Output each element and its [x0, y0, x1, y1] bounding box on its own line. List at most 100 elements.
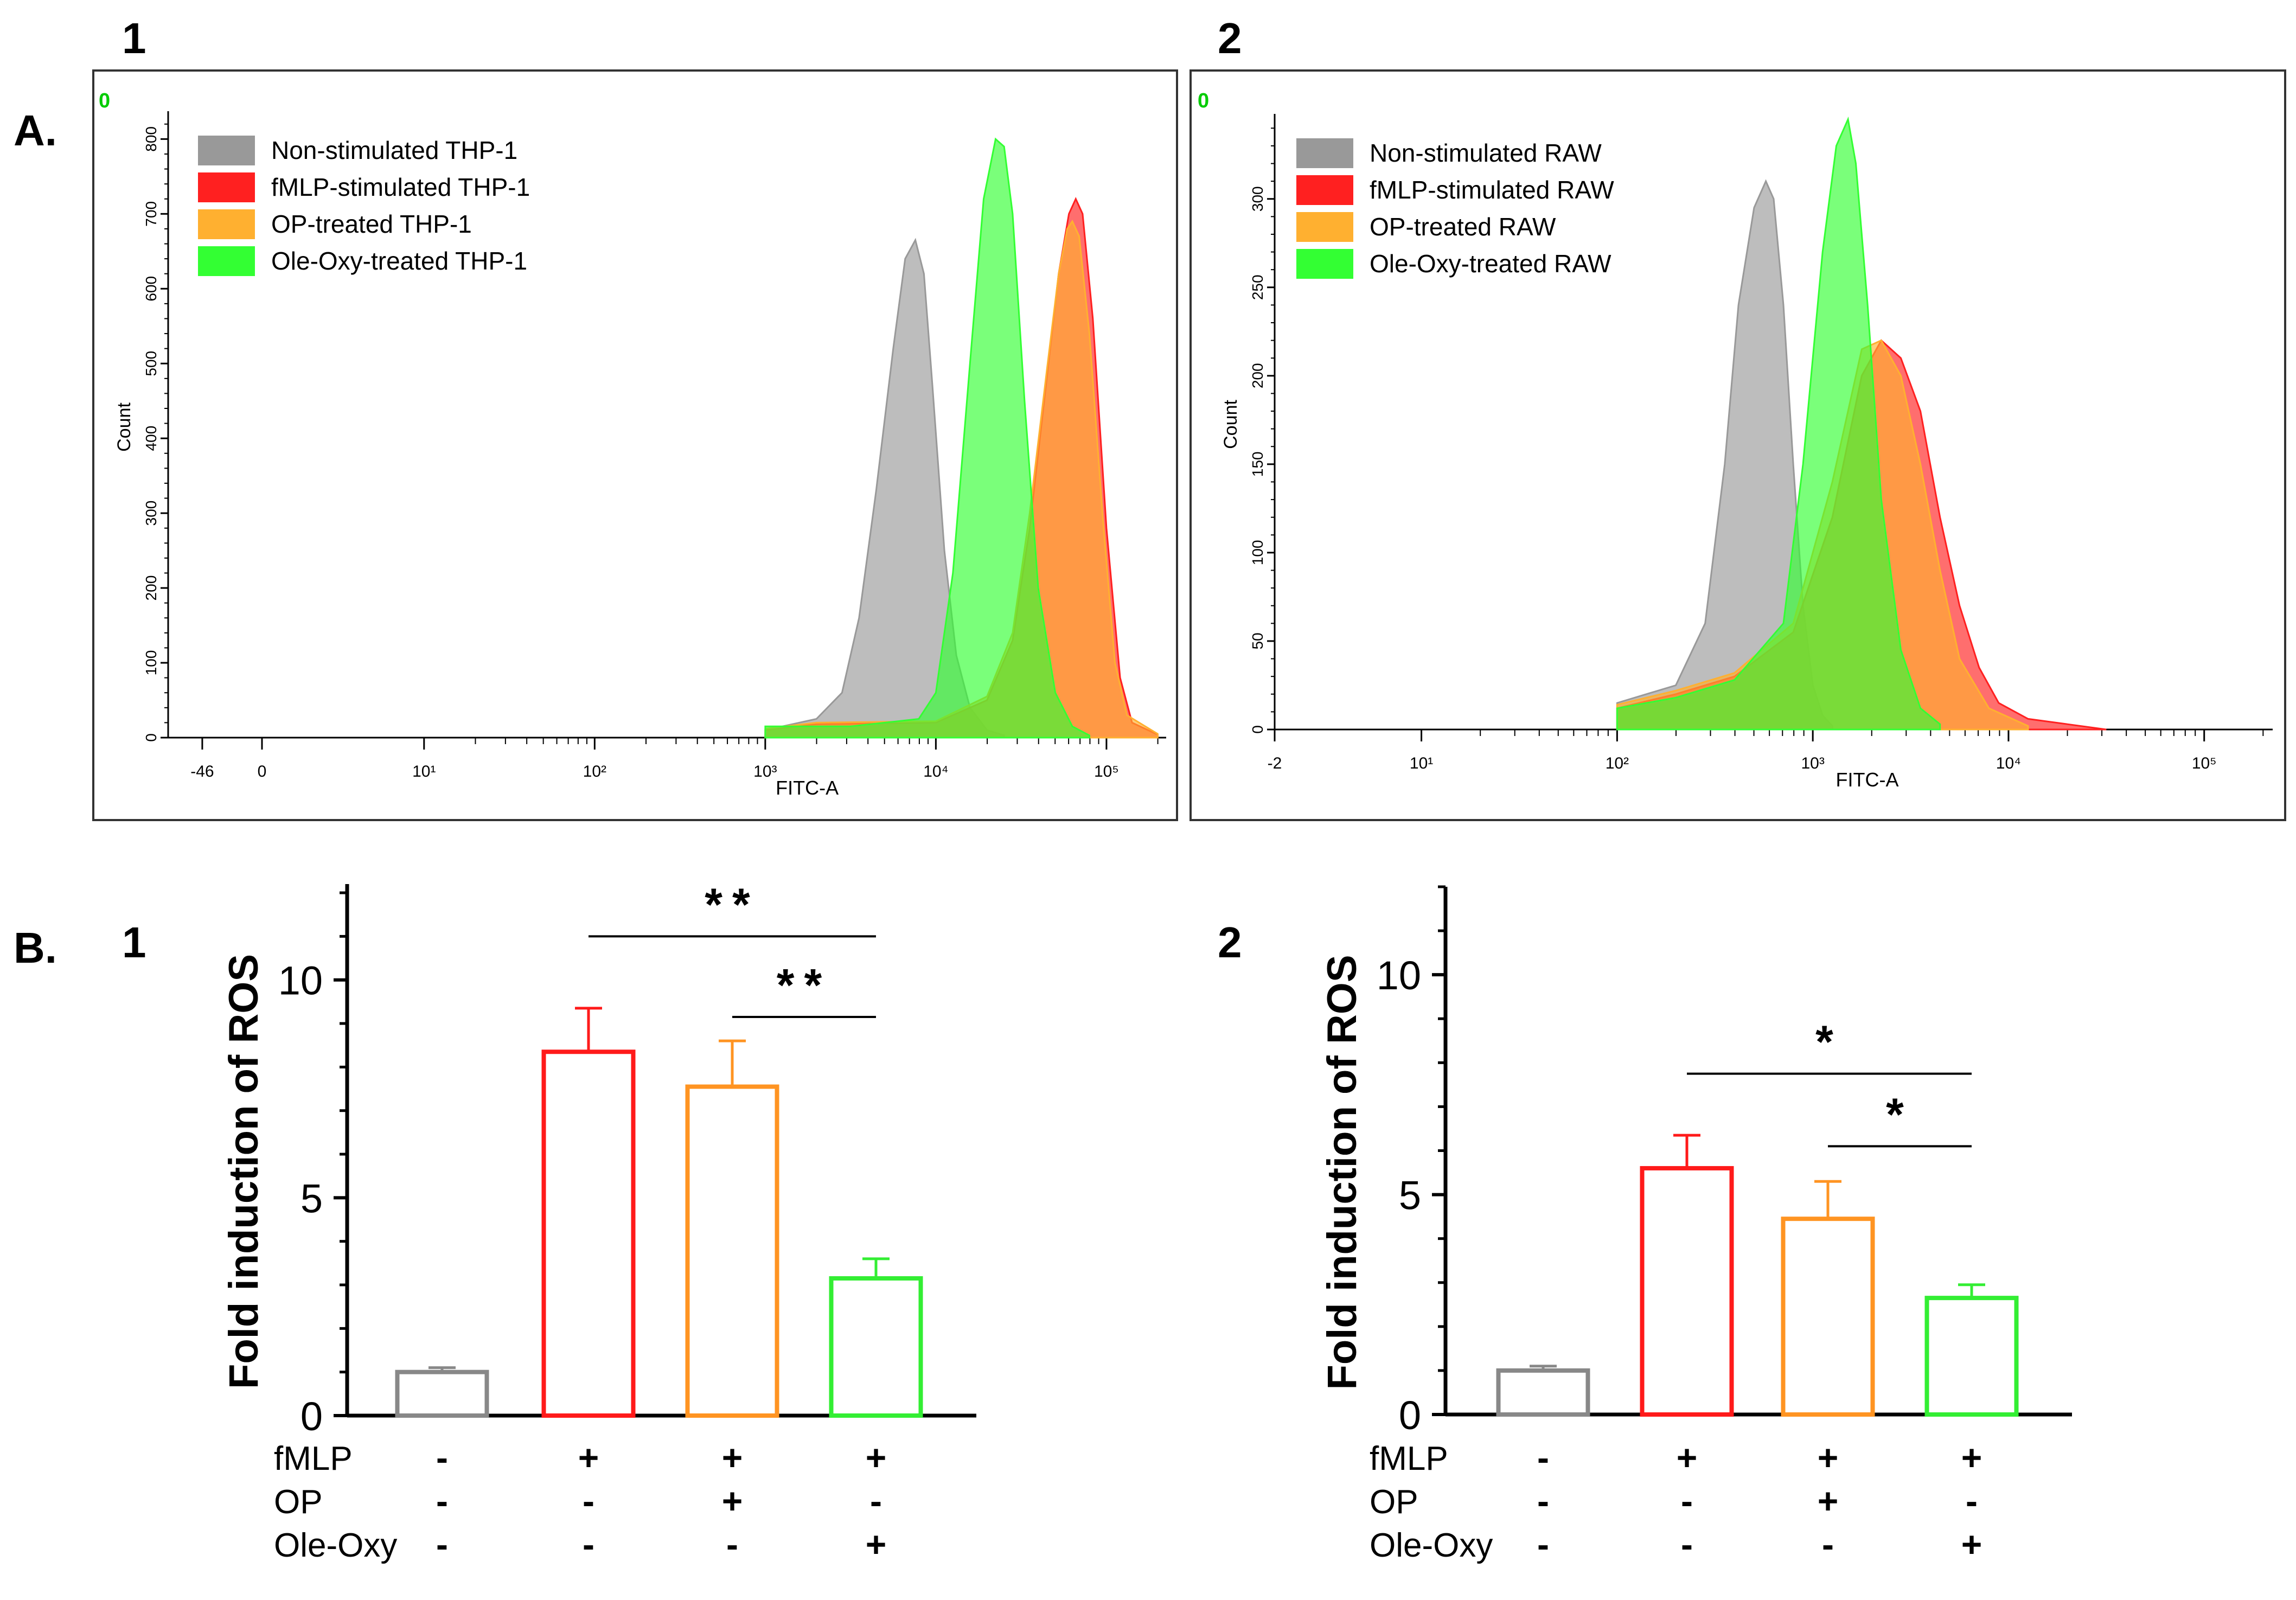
- legend-swatch-green: [1296, 249, 1353, 279]
- legend-swatch-gray: [1296, 138, 1353, 168]
- bar: [1781, 1217, 1875, 1417]
- treatment-sign: +: [1818, 1481, 1839, 1521]
- histogram-plot-1: 0 100 200 300 400 500 600 700 800 -46 0 10¹ 10² 10³ 10…: [114, 111, 1166, 799]
- histogram-area-green: [1616, 116, 1941, 731]
- bar: [395, 1369, 489, 1418]
- bar: [829, 1276, 923, 1418]
- treatment-row-label: Ole-Oxy: [274, 1527, 397, 1564]
- y-axis-label: Fold induction of ROS: [221, 954, 267, 1389]
- significance-label: *: [1815, 1016, 1843, 1067]
- significance-label: **: [777, 959, 832, 1010]
- x-tick-label: 10²: [1606, 754, 1629, 772]
- y-tick-label: 0: [143, 733, 159, 742]
- treatment-sign: -: [1966, 1481, 1978, 1521]
- treatment-sign: -: [1681, 1481, 1693, 1521]
- y-tick-label: 700: [143, 201, 159, 227]
- y-tick-label: 5: [300, 1176, 323, 1221]
- y-tick-label: 10: [278, 958, 323, 1003]
- treatment-sign: -: [436, 1524, 448, 1564]
- x-axis-label: FITC-A: [776, 777, 839, 799]
- y-tick-label: 250: [1249, 274, 1266, 300]
- legend-label: Ole-Oxy-treated RAW: [1370, 249, 1611, 278]
- legend-label: OP-treated THP-1: [271, 210, 472, 238]
- x-tick-label: 10⁴: [1996, 754, 2021, 772]
- treatment-sign: -: [436, 1437, 448, 1477]
- treatment-sign: -: [870, 1481, 882, 1521]
- panel-label-A: A.: [14, 106, 57, 155]
- x-tick-label: 10¹: [1410, 754, 1433, 772]
- subpanel-label-B1: 1: [122, 918, 146, 967]
- histogram-area-green: [764, 137, 1091, 739]
- y-tick-label: 500: [143, 351, 159, 376]
- significance-label: **: [705, 879, 759, 930]
- y-axis-label: Fold induction of ROS: [1319, 955, 1365, 1390]
- x-axis-label: FITC-A: [1836, 769, 1899, 791]
- y-axis-label: Count: [114, 402, 135, 452]
- y-tick-label: 10: [1377, 953, 1421, 998]
- x-tick-label: 10²: [583, 763, 606, 780]
- significance-label: *: [1886, 1089, 1914, 1140]
- y-tick-label: 100: [143, 650, 159, 676]
- y-tick-label: 400: [143, 426, 159, 451]
- y-tick-label: 600: [143, 276, 159, 302]
- y-tick-label: 150: [1249, 452, 1266, 477]
- y-tick-label: 800: [143, 126, 159, 152]
- treatment-row-label: OP: [274, 1483, 323, 1521]
- histogram-frame-2: [1189, 69, 2286, 821]
- histogram-frame-1: [92, 69, 1178, 821]
- treatment-sign: -: [583, 1481, 594, 1521]
- y-tick-label: 5: [1399, 1173, 1421, 1218]
- treatment-sign: +: [1961, 1437, 1982, 1477]
- treatment-sign: +: [722, 1437, 743, 1477]
- legend-label: fMLP-stimulated THP-1: [271, 173, 530, 201]
- panel-label-B: B.: [14, 924, 57, 972]
- x-tick-label: -2: [1268, 754, 1282, 772]
- bar: [1924, 1296, 2019, 1417]
- x-tick-label: 10⁵: [2192, 754, 2217, 772]
- treatment-sign: -: [726, 1524, 738, 1564]
- treatment-sign: -: [436, 1481, 448, 1521]
- treatment-sign: +: [1961, 1524, 1982, 1564]
- legend-swatch-orange: [198, 209, 255, 239]
- treatment-sign: -: [1537, 1437, 1549, 1477]
- y-tick-label: 0: [1249, 725, 1266, 734]
- treatment-sign: +: [722, 1481, 743, 1521]
- histogram-plot-2: 0 50 100 150 200 250 300 -2 10¹ 10² 10³ 10⁴ 10⁵ FITC-…: [1220, 114, 2273, 791]
- gate-label-1: 0: [99, 89, 110, 112]
- x-tick-label: 10³: [753, 763, 777, 780]
- subpanel-label-B2: 2: [1218, 918, 1242, 967]
- treatment-sign: +: [1677, 1437, 1698, 1477]
- x-tick-label: 10³: [1801, 754, 1824, 772]
- treatment-sign: +: [866, 1437, 887, 1477]
- treatment-sign: -: [1537, 1524, 1549, 1564]
- legend-swatch-orange: [1296, 212, 1353, 242]
- treatment-row-label: OP: [1370, 1483, 1418, 1521]
- gate-label-2: 0: [1198, 89, 1209, 112]
- subpanel-label-A1: 1: [122, 14, 146, 62]
- y-tick-label: 300: [143, 501, 159, 526]
- legend-swatch-red: [198, 172, 255, 202]
- legend-label: fMLP-stimulated RAW: [1370, 176, 1614, 204]
- x-tick-label: 10⁵: [1094, 763, 1119, 780]
- legend-swatch-green: [198, 246, 255, 276]
- treatment-row-label: fMLP: [274, 1440, 353, 1477]
- bar: [1640, 1166, 1734, 1417]
- x-tick-label: 10¹: [412, 763, 436, 780]
- treatment-sign: -: [1681, 1524, 1693, 1564]
- bar: [541, 1049, 636, 1418]
- y-tick-label: 200: [143, 575, 159, 601]
- legend-label: Non-stimulated THP-1: [271, 136, 517, 164]
- y-tick-label: 50: [1249, 632, 1266, 649]
- y-axis-label: Count: [1220, 400, 1241, 449]
- treatment-sign: +: [1818, 1437, 1839, 1477]
- x-tick-label: 10⁴: [923, 763, 948, 780]
- legend-label: Ole-Oxy-treated THP-1: [271, 247, 527, 275]
- treatment-row-label: fMLP: [1370, 1440, 1448, 1477]
- treatment-sign: +: [866, 1524, 887, 1564]
- x-tick-label: 0: [258, 763, 267, 780]
- treatment-sign: -: [1822, 1524, 1834, 1564]
- x-tick-label: -46: [190, 763, 214, 780]
